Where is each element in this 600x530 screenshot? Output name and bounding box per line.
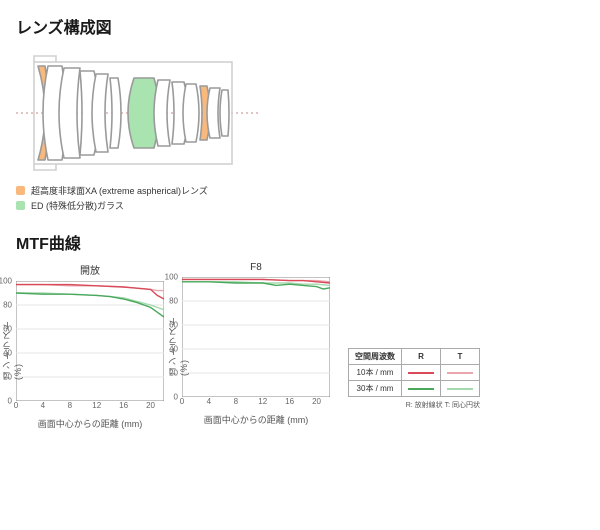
legend-xa-label: 超高度非球面XA (extreme aspherical)レンズ bbox=[31, 184, 208, 197]
legend-ed-label: ED (特殊低分散)ガラス bbox=[31, 199, 124, 212]
yticks: 020406080100 bbox=[0, 281, 14, 401]
mtf-subtitle-f8: F8 bbox=[250, 262, 262, 273]
mtf-title: MTF曲線 bbox=[16, 230, 584, 254]
mtf-panel-open: 開放 コントラスト(%) 020406080100 048121620 画面中心… bbox=[16, 262, 164, 430]
xa-swatch bbox=[16, 186, 25, 195]
legend-note: R: 放射線状 T: 同心円状 bbox=[348, 400, 480, 410]
mtf-subtitle-open: 開放 bbox=[80, 262, 100, 277]
xticks: 048121620 bbox=[182, 397, 330, 409]
lens-section: レンズ構成図 超高度非球面XA (extreme aspherical)レンズ … bbox=[0, 0, 600, 212]
yticks: 020406080100 bbox=[162, 277, 180, 397]
mtf-chart-f8 bbox=[182, 277, 330, 397]
ed-swatch bbox=[16, 201, 25, 210]
xlabel-open: 画面中心からの距離 (mm) bbox=[16, 417, 164, 430]
mtf-chart-open bbox=[16, 281, 164, 401]
legend-xa: 超高度非球面XA (extreme aspherical)レンズ bbox=[16, 184, 584, 197]
xlabel-f8: 画面中心からの距離 (mm) bbox=[182, 413, 330, 426]
legend-table: 空間周波数RT10本 / mm30本 / mm bbox=[348, 348, 480, 397]
lens-title: レンズ構成図 bbox=[16, 14, 584, 38]
mtf-panel-f8: F8 コントラスト(%) 020406080100 048121620 画面中心… bbox=[182, 262, 330, 426]
lens-legend: 超高度非球面XA (extreme aspherical)レンズ ED (特殊低… bbox=[16, 184, 584, 212]
xticks: 048121620 bbox=[16, 401, 164, 413]
mtf-section: MTF曲線 開放 コントラスト(%) 020406080100 04812162… bbox=[0, 212, 600, 430]
legend-ed: ED (特殊低分散)ガラス bbox=[16, 199, 584, 212]
mtf-legend: 空間周波数RT10本 / mm30本 / mm R: 放射線状 T: 同心円状 bbox=[348, 348, 480, 410]
lens-diagram bbox=[16, 48, 584, 178]
